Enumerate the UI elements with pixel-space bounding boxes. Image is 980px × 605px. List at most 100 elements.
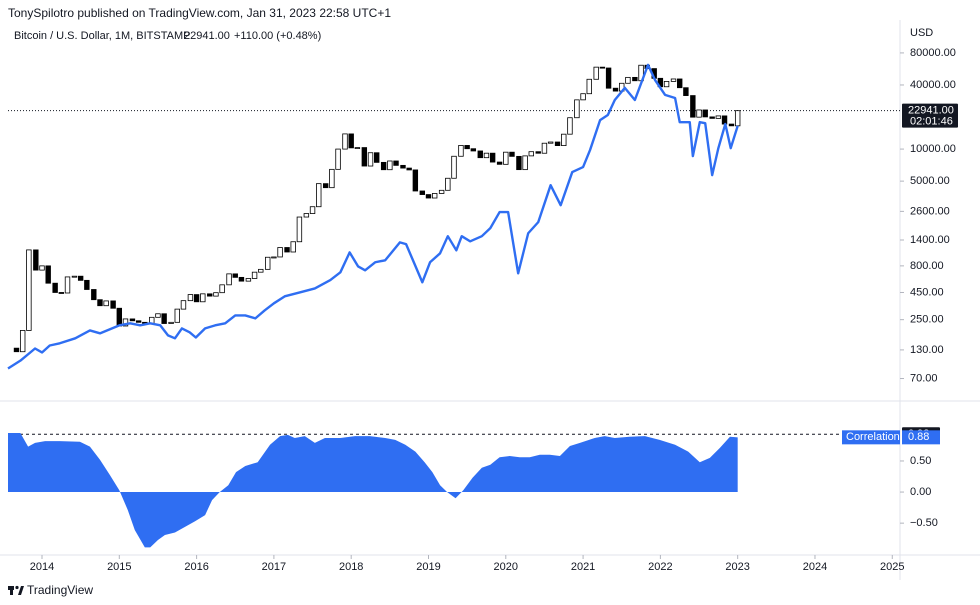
x-tick-label: 2024 [803, 561, 827, 573]
candle-body [464, 145, 470, 150]
candle-body [367, 152, 374, 167]
candle-body [64, 276, 71, 294]
candle-body [251, 271, 258, 279]
candle-body [715, 115, 722, 119]
x-tick-label: 2022 [648, 561, 672, 573]
candle-body [245, 278, 252, 282]
candle-body [219, 284, 225, 294]
candle-body [161, 313, 167, 324]
candle-body [690, 95, 696, 118]
x-tick-label: 2014 [30, 561, 54, 573]
x-tick-label: 2020 [494, 561, 518, 573]
x-tick-label: 2019 [416, 561, 440, 573]
candle-body [470, 148, 477, 152]
candle-body [135, 320, 142, 323]
candle-body [489, 152, 496, 163]
candle-body [547, 141, 554, 144]
candle-body [400, 164, 406, 169]
candle-body [387, 160, 393, 171]
bar-countdown: 02:01:46 [910, 116, 953, 128]
candle-body [393, 160, 399, 166]
candle-body [174, 308, 180, 323]
candle-body [258, 268, 264, 273]
candle-body [335, 148, 341, 170]
candle-body [509, 151, 515, 157]
x-tick-label: 2017 [262, 561, 286, 573]
logo-part [15, 585, 19, 590]
last-price-label: 22941.00 [908, 105, 954, 117]
y-tick-label: 70.00 [910, 372, 938, 384]
candle-body [734, 110, 741, 127]
candle-body [663, 81, 670, 88]
candle-body [728, 123, 735, 127]
candle-body [709, 116, 715, 119]
candle-body [213, 292, 219, 297]
candle-body [425, 194, 432, 199]
candle-body [193, 294, 200, 303]
candle-body [97, 299, 103, 307]
price-axis-unit: USD [910, 27, 933, 39]
candle-body [168, 321, 174, 324]
candle-body [561, 133, 567, 147]
y-tick-label: 5000.00 [910, 175, 950, 187]
candle-body [238, 276, 245, 282]
y-tick-label: 450.00 [910, 286, 944, 298]
candle-body [696, 109, 702, 118]
y-tick-label: 80000.00 [910, 47, 956, 59]
x-tick-label: 2021 [571, 561, 595, 573]
candle-body [431, 193, 438, 199]
candle-body [535, 151, 541, 154]
candle-body [187, 294, 194, 302]
series-last-value: 0.88 [908, 431, 929, 443]
x-tick-label: 2015 [107, 561, 131, 573]
candle-body [271, 256, 277, 259]
candle-body [599, 66, 606, 69]
candle-body [503, 151, 509, 165]
candle-body [33, 249, 39, 271]
x-tick-label: 2025 [880, 561, 904, 573]
x-tick-label: 2016 [184, 561, 208, 573]
line-series [7, 63, 739, 370]
candle-body [721, 115, 728, 125]
candle-body [39, 265, 45, 271]
y-tick-label: 1400.00 [910, 234, 950, 246]
candle-body [303, 213, 310, 218]
candle-body [516, 155, 522, 171]
candle-body [26, 249, 32, 331]
candle-body [45, 265, 51, 284]
candle-body [129, 318, 136, 322]
candle-body [567, 117, 573, 135]
candle-body [374, 152, 380, 163]
candle-body [265, 256, 271, 270]
candle-body [496, 161, 503, 165]
candle-body [419, 190, 426, 195]
candle-body [329, 168, 335, 189]
candle-body [541, 142, 548, 154]
tradingview-logo [8, 585, 24, 595]
candle-body [380, 161, 387, 171]
candle-body [58, 292, 65, 294]
candle-body [586, 78, 592, 95]
candle-body [277, 247, 283, 258]
candle-body [612, 87, 619, 92]
candle-body [361, 147, 368, 167]
legend-name: Correlation [846, 431, 900, 443]
y-tick-label: 130.00 [910, 344, 944, 356]
y-tick-label: 40000.00 [910, 79, 956, 91]
candle-body [316, 183, 322, 208]
candle-body [226, 273, 232, 286]
logo-part [10, 586, 13, 595]
candle-body [116, 307, 123, 327]
legend-name-box [842, 430, 900, 445]
candle-body [180, 300, 187, 310]
publisher-line: TonySpilotro published on TradingView.co… [8, 6, 391, 20]
y-tick-label: 800.00 [910, 260, 944, 272]
candle-body [528, 151, 534, 157]
candle-body [670, 78, 677, 82]
candle-body [438, 189, 445, 194]
candle-body [284, 247, 290, 253]
x-tick-label: 2018 [339, 561, 363, 573]
candle-body [605, 67, 612, 89]
candle-body [348, 133, 354, 149]
area-series [8, 432, 738, 548]
